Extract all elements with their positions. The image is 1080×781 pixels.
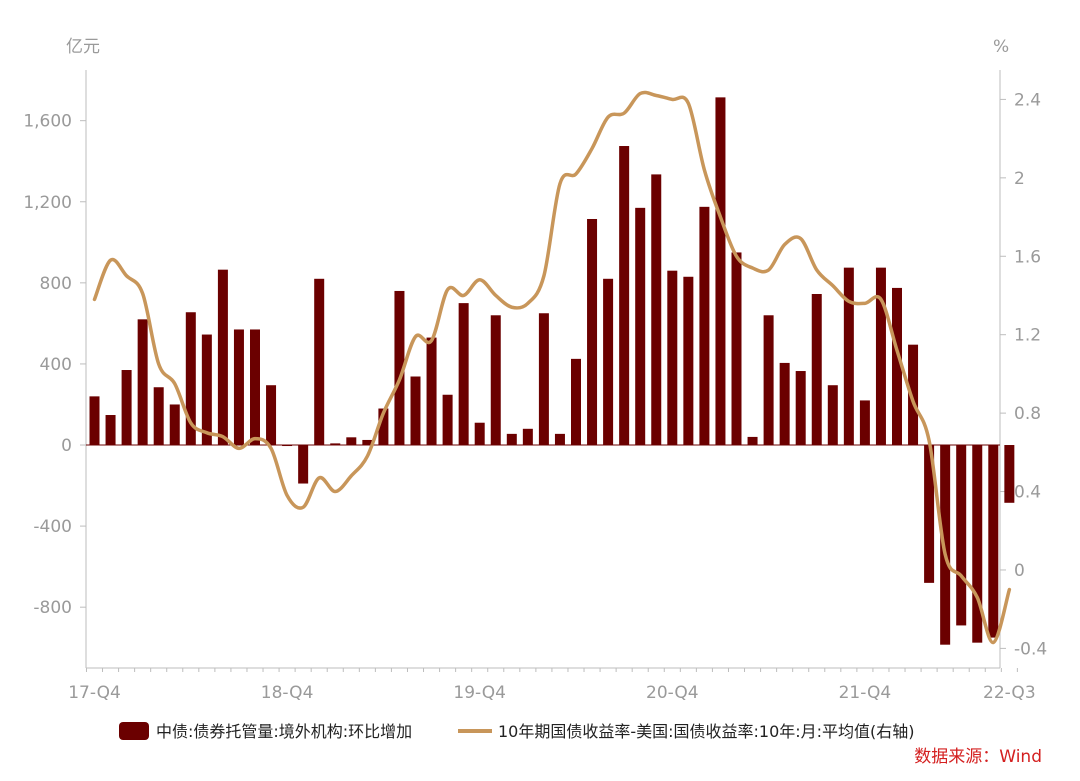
bar [506,433,517,446]
left-tick-label: 1,200 [23,193,72,213]
yield-line [92,90,1012,645]
bar [699,206,710,446]
left-tick-label: 1,600 [23,112,72,132]
right-tick-label: 1.2 [1014,326,1041,346]
bar [458,303,469,446]
bar [233,329,244,446]
x-tick-label: 17-Q4 [68,683,121,703]
bar [185,312,196,446]
bar [153,387,164,446]
x-tick-label: 19-Q4 [453,683,506,703]
left-tick-label: 0 [61,436,72,456]
bar [908,344,919,446]
axes: -800 -400 0 400 800 1,200 1,600 -0.4 0 0.4 0.8 1.2 1… [23,70,1047,703]
line-series [92,90,1012,645]
left-tick-label: -400 [33,517,72,537]
bar [635,207,646,446]
x-tick-label: 20-Q4 [646,683,699,703]
bar [105,415,116,446]
right-tick-label: 0.4 [1014,483,1041,503]
bar [940,445,951,645]
right-tick-label: 2 [1014,169,1025,189]
bar [827,385,838,446]
right-tick-label: 2.4 [1014,90,1041,110]
bar [378,408,389,446]
bar [843,267,854,446]
bar [266,385,277,446]
left-tick-label: 800 [40,274,72,294]
right-tick-label: -0.4 [1014,639,1047,659]
bar [217,269,228,446]
bar [619,146,630,446]
bar [603,278,614,446]
bar [859,400,870,446]
bar [972,445,983,643]
bar [522,428,533,446]
bar [667,270,678,446]
bar [410,376,421,446]
bar [330,443,341,446]
legend: 中债:债券托管量:境外机构:环比增加 10年期国债收益率-美国:国债收益率:10… [119,722,915,741]
bar [554,433,565,446]
bar-series [86,97,1015,645]
bar [538,313,549,446]
bar [282,445,293,447]
bar [715,97,726,446]
bar [121,370,132,446]
bar [474,422,485,446]
bar [571,358,581,446]
bar [1004,445,1015,503]
left-axis-unit: 亿元 [66,37,100,57]
bar [89,396,100,446]
x-tick-label: 18-Q4 [261,683,314,703]
left-tick-label: 400 [40,355,72,375]
bar [490,315,501,446]
bar [988,445,999,638]
bar [892,287,902,446]
right-tick-label: 1.6 [1014,247,1041,267]
legend-bar-label: 中债:债券托管量:境外机构:环比增加 [156,722,412,741]
bar [314,278,325,446]
source-note: 数据来源：Wind [914,747,1042,767]
bar [346,437,357,446]
bar [250,329,260,446]
bar [587,218,598,446]
bar [747,436,758,446]
legend-bar-swatch [119,722,149,740]
bar [362,439,373,446]
bar [442,394,453,446]
bar [651,174,662,446]
bar [875,267,886,446]
bar [169,404,180,446]
bar [763,315,774,446]
bar [779,362,790,446]
bar [394,290,405,446]
bar [298,445,309,484]
right-tick-label: 0 [1014,561,1025,581]
x-tick-label: 21-Q4 [839,683,892,703]
bar [201,334,212,446]
legend-line-label: 10年期国债收益率-美国:国债收益率:10年:月:平均值(右轴) [498,722,915,741]
bar [924,445,935,583]
x-tick-label: 22-Q3 [983,683,1036,703]
bar [426,337,437,446]
right-axis-unit: % [993,37,1009,57]
bar [137,319,148,446]
bar [956,445,967,626]
bar [795,371,806,446]
bar [811,293,822,446]
left-tick-label: -800 [33,598,72,618]
bar [731,252,742,446]
bar [683,276,694,446]
right-tick-label: 0.8 [1014,404,1041,424]
